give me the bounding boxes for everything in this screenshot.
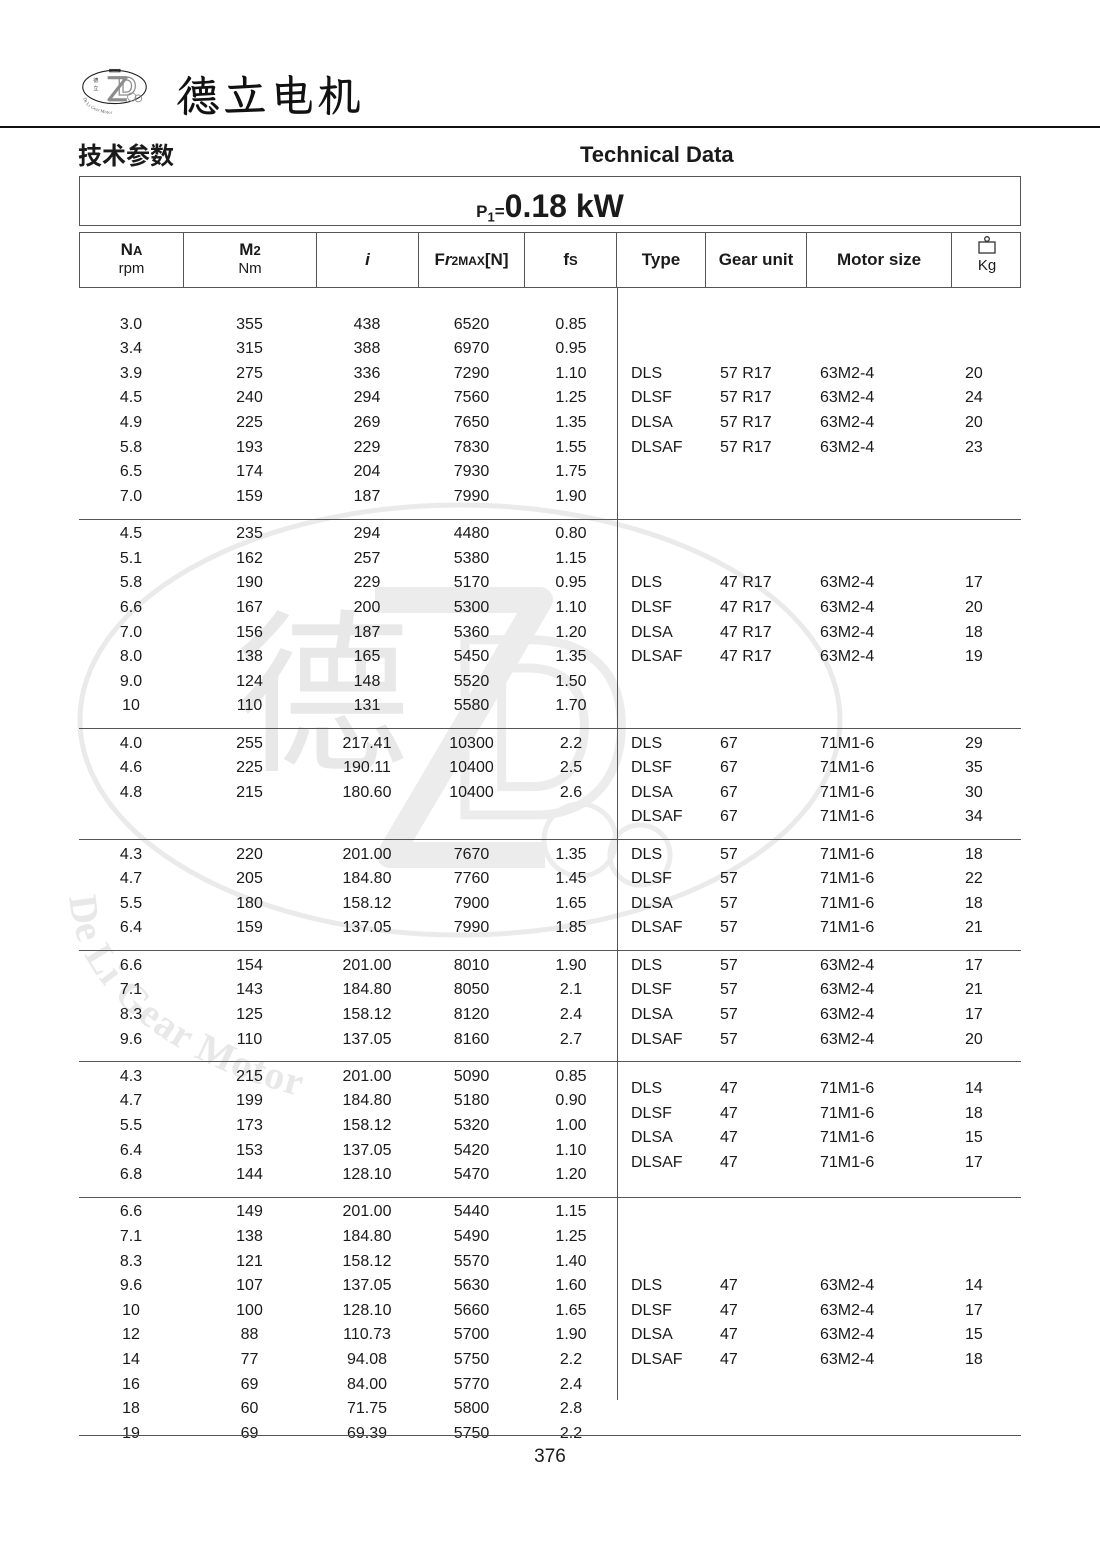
svg-text:立: 立 [93, 84, 98, 92]
svg-text:德: 德 [93, 76, 98, 84]
svg-text:D: D [117, 71, 136, 101]
